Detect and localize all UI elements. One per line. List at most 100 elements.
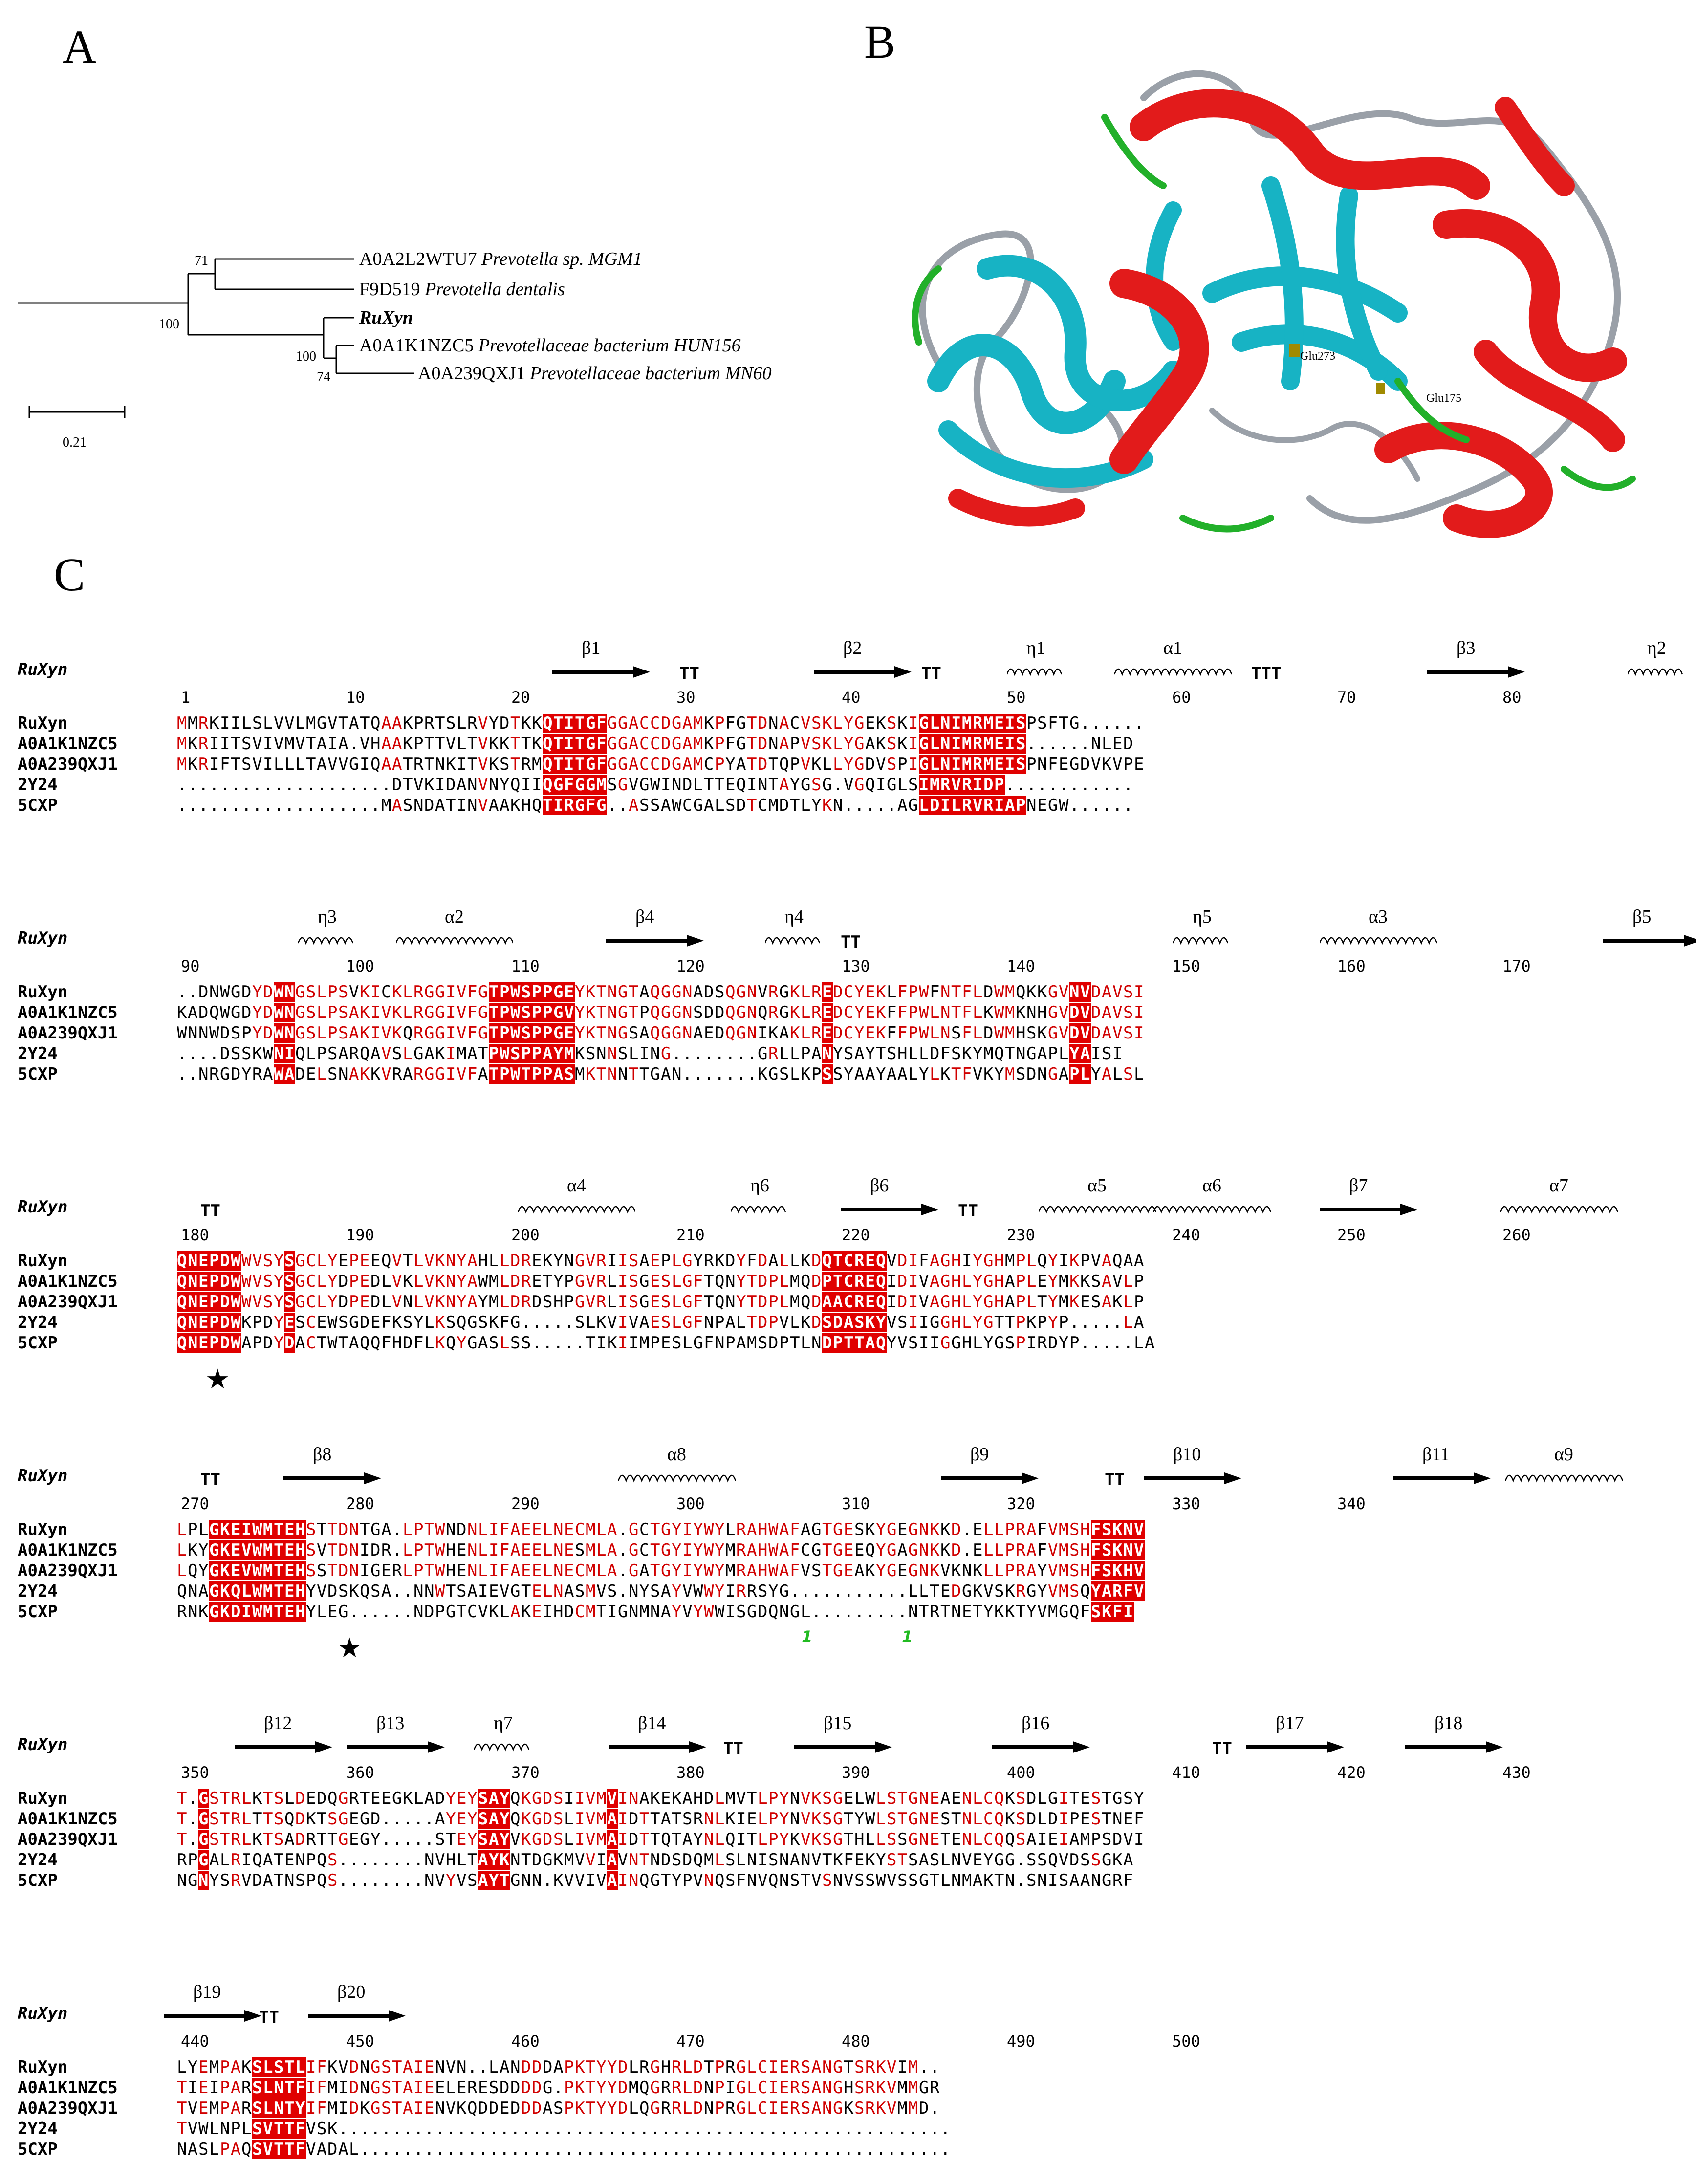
beta-strand-arrow — [841, 1204, 938, 1215]
residue-number: 440 — [181, 2032, 209, 2051]
ss-element-label: β9 — [970, 1444, 989, 1465]
sequence-residues: TVEMPARSLNTYIFMIDKGSTAIENVKQDDEDDDASPKTY… — [177, 2098, 940, 2118]
ss-element-label: TT — [259, 2008, 279, 2027]
helix-coil — [1320, 937, 1437, 945]
ss-element-label: β15 — [824, 1713, 852, 1733]
helix-coil — [1505, 1474, 1623, 1483]
ss-element-label: β5 — [1632, 907, 1652, 927]
ss-element-label: α7 — [1549, 1175, 1568, 1196]
sequence-residues: TVWLNPLSVTTFVSK.........................… — [177, 2119, 951, 2139]
panel-label-c: C — [54, 548, 86, 601]
beta-strand-arrow — [1405, 1741, 1503, 1753]
ss-element-label: α6 — [1202, 1175, 1221, 1196]
helix-coil — [765, 937, 821, 945]
sequence-name: A0A1K1NZC5 — [18, 2078, 118, 2098]
residue-number: 300 — [676, 1494, 705, 1513]
disulfide-bond-marker: 1 — [802, 1627, 813, 1646]
residue-number: 250 — [1337, 1226, 1366, 1244]
sequence-name: A0A1K1NZC5 — [18, 734, 118, 754]
residue-number: 320 — [1007, 1494, 1035, 1513]
ss-element-label: α8 — [667, 1444, 686, 1465]
residue-number: 80 — [1502, 688, 1522, 707]
helix-coil — [1007, 668, 1063, 676]
residue-number: 230 — [1007, 1226, 1035, 1244]
helix-coil — [1173, 937, 1229, 945]
tree-leaf-4: A0A1K1NZC5 Prevotellaceae bacterium HUN1… — [359, 335, 741, 356]
ss-element-label: TT — [958, 1201, 978, 1221]
ss-track-name: RuXyn — [18, 929, 68, 948]
ss-element-label: α5 — [1087, 1175, 1107, 1196]
ss-element-label: TT — [723, 1739, 743, 1758]
beta-strand-arrow — [1427, 666, 1525, 678]
sequence-name: 2Y24 — [18, 775, 58, 795]
sequence-residues: LQYGKEVWMTEHSSTDNIGERLPTWHENLIFAEELNECML… — [177, 1561, 1145, 1580]
ss-element-label: TTT — [1251, 664, 1282, 683]
sequence-residues: QNEPDWKPDYESCEWSGDEFKSYLKSQGSKFG.....SLK… — [177, 1313, 1145, 1332]
sequence-name: A0A1K1NZC5 — [18, 1272, 118, 1291]
residue-number: 290 — [511, 1494, 540, 1513]
ss-element-label: β10 — [1173, 1444, 1201, 1465]
ss-element-label: β8 — [313, 1444, 332, 1465]
sequence-residues: LKYGKEVWMTEHSVTDNIDR.LPTWHENLIFAEELNESML… — [177, 1540, 1145, 1560]
helix-coil — [474, 1743, 530, 1752]
ss-element-label: TT — [200, 1201, 220, 1221]
residue-number: 400 — [1007, 1763, 1035, 1782]
residue-number: 90 — [181, 957, 200, 975]
sequence-name: RuXyn — [18, 2057, 68, 2077]
ss-element-label: TT — [679, 664, 699, 683]
sequence-residues: NGNYSRVDATNSPQS........NVYVSAYTGNN.KVVIV… — [177, 1871, 1134, 1890]
residue-number: 330 — [1172, 1494, 1200, 1513]
beta-strand-arrow — [794, 1741, 892, 1753]
residue-number: 130 — [842, 957, 870, 975]
residue-number: 200 — [511, 1226, 540, 1244]
sequence-residues: ....................DTVKIDANVNYQIIQGFGGM… — [177, 775, 1134, 795]
residue-number: 340 — [1337, 1494, 1366, 1513]
beta-strand-arrow — [606, 935, 704, 947]
sequence-residues: QNEPDWWVSYSGCLYEPEEQVTLVKNYAHLLDREKYNGVR… — [177, 1251, 1145, 1271]
helix-coil — [396, 937, 513, 945]
tree-leaf-5: A0A239QXJ1 Prevotellaceae bacterium MN60 — [418, 363, 772, 384]
helix-coil — [518, 1206, 635, 1214]
ss-track-name: RuXyn — [18, 1735, 68, 1754]
sequence-name: 2Y24 — [18, 2119, 58, 2139]
residue-number: 150 — [1172, 957, 1200, 975]
ss-element-label: TT — [1212, 1739, 1232, 1758]
helix-coil — [1628, 668, 1683, 676]
sequence-residues: NASLPAQSVTTFVADAL.......................… — [177, 2140, 951, 2159]
beta-strand-arrow — [1320, 1204, 1417, 1215]
sequence-residues: ..NRGDYRAWADELSNAKKVRARGGIVFATPWTPPASMKT… — [177, 1064, 1145, 1084]
residue-number: 190 — [346, 1226, 374, 1244]
beta-strand-arrow — [992, 1741, 1090, 1753]
ss-element-label: β3 — [1457, 638, 1476, 658]
sequence-residues: WNNWDSPYDWNGSLPSAKIVKQRGGIVFGTPWSPPGEYKT… — [177, 1023, 1145, 1043]
sequence-name: A0A239QXJ1 — [18, 1023, 118, 1043]
sequence-residues: LYEMPAKSLSTLIFKVDNGSTAIENVN..LANDDDAPKTY… — [177, 2057, 940, 2077]
sequence-residues: MKRIITSVIVMVTAIA.VHAAKPTTVLTVKKTTKQTITGF… — [177, 734, 1134, 754]
sequence-residues: T.GSTRLTTSQDKTSGEGD.....AYEYSAYQKGDSLIVM… — [177, 1809, 1145, 1829]
ss-element-label: β18 — [1435, 1713, 1463, 1733]
sequence-name: 2Y24 — [18, 1850, 58, 1870]
catalytic-residue-star: ★ — [205, 1363, 230, 1395]
residue-number: 30 — [676, 688, 696, 707]
helix-coil — [731, 1206, 786, 1214]
glu273-label: Glu273 — [1300, 350, 1335, 363]
sequence-name: 5CXP — [18, 2140, 58, 2159]
residue-number: 480 — [842, 2032, 870, 2051]
residue-number: 460 — [511, 2032, 540, 2051]
ss-track-name: RuXyn — [18, 1197, 68, 1217]
ss-element-label: β14 — [638, 1713, 666, 1733]
sequence-residues: LPLGKEIWMTEHSTTDNTGA.LPTWNDNLIFAEELNECML… — [177, 1520, 1145, 1539]
residue-number: 170 — [1502, 957, 1531, 975]
residue-number: 100 — [346, 957, 374, 975]
helix-coil — [1153, 1206, 1271, 1214]
beta-strand-arrow — [1144, 1472, 1241, 1484]
residue-number: 10 — [346, 688, 365, 707]
ss-element-label: α4 — [567, 1175, 586, 1196]
residue-number: 60 — [1172, 688, 1191, 707]
residue-number: 220 — [842, 1226, 870, 1244]
residue-number: 120 — [676, 957, 705, 975]
ss-element-label: β12 — [264, 1713, 292, 1733]
sequence-residues: T.GSTRLKTSLDEDQGRTEEGKLADYEYSAYQKGDSIIVM… — [177, 1789, 1145, 1808]
ss-element-label: TT — [1105, 1470, 1125, 1490]
ss-element-label: TT — [921, 664, 941, 683]
